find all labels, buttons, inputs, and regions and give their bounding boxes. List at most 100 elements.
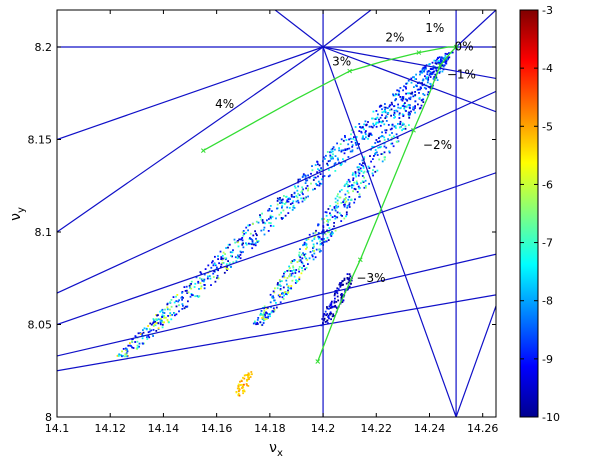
diffusion-cell <box>176 294 179 296</box>
diffusion-cell <box>311 254 314 256</box>
diffusion-cell <box>292 206 295 209</box>
diffusion-cell <box>411 93 414 95</box>
momentum-marker <box>437 63 443 68</box>
diffusion-cell <box>278 279 281 281</box>
diffusion-cell <box>334 162 337 164</box>
diffusion-cell <box>269 205 272 207</box>
diffusion-cell <box>141 334 144 336</box>
diffusion-cell <box>309 251 312 253</box>
diffusion-cell <box>147 334 150 337</box>
diffusion-cell <box>350 282 352 285</box>
diffusion-cell <box>254 321 256 324</box>
diffusion-cell <box>318 250 321 253</box>
diffusion-cell <box>389 128 392 131</box>
diffusion-cell <box>211 261 213 264</box>
diffusion-cell <box>282 275 285 277</box>
diffusion-cell <box>332 305 335 308</box>
diffusion-cell <box>301 189 304 192</box>
diffusion-cell <box>375 125 378 128</box>
diffusion-cell <box>362 167 365 169</box>
diffusion-cell <box>243 374 246 377</box>
diffusion-cell <box>395 127 397 129</box>
diffusion-cell <box>399 120 402 123</box>
diffusion-cell <box>250 371 253 373</box>
diffusion-cell <box>348 206 351 208</box>
diffusion-cell <box>303 241 306 244</box>
diffusion-cell <box>217 269 219 272</box>
diffusion-cell <box>198 288 200 290</box>
diffusion-cell <box>141 337 144 340</box>
diffusion-cell <box>425 87 427 90</box>
colorbar-tick-label: -6 <box>542 178 553 191</box>
diffusion-cell <box>381 135 384 138</box>
diffusion-cell <box>339 284 342 287</box>
momentum-marker <box>315 359 321 364</box>
diffusion-cell <box>269 315 271 318</box>
diffusion-cell <box>354 173 357 176</box>
diffusion-cell <box>345 211 348 214</box>
diffusion-cell <box>315 182 317 185</box>
resonance-line <box>322 46 496 113</box>
diffusion-cell <box>390 101 393 104</box>
diffusion-cell <box>272 296 275 299</box>
diffusion-cell <box>226 266 228 268</box>
diffusion-cell <box>358 193 361 196</box>
diffusion-cell <box>276 283 279 286</box>
diffusion-cell <box>323 313 326 316</box>
diffusion-cell <box>340 296 343 299</box>
diffusion-cell <box>190 283 192 285</box>
diffusion-cell <box>294 282 297 284</box>
diffusion-cell <box>319 182 321 185</box>
diffusion-cell <box>291 202 294 204</box>
momentum-label: 0% <box>455 40 474 54</box>
diffusion-cell <box>308 233 311 236</box>
diffusion-cell <box>404 125 407 128</box>
diffusion-cell <box>341 280 344 283</box>
diffusion-cell <box>137 332 140 335</box>
diffusion-cell <box>247 224 250 227</box>
diffusion-cell <box>413 86 415 88</box>
diffusion-cell <box>263 226 266 229</box>
diffusion-cell <box>301 257 304 260</box>
diffusion-cell <box>381 108 383 111</box>
diffusion-cell <box>292 266 295 269</box>
diffusion-cell <box>344 135 346 137</box>
diffusion-cell <box>354 126 357 128</box>
diffusion-cell <box>349 275 352 278</box>
diffusion-cell <box>238 388 241 390</box>
diffusion-cell <box>271 297 274 299</box>
diffusion-cell <box>136 346 139 349</box>
diffusion-cell <box>324 158 326 160</box>
diffusion-cell <box>304 242 307 245</box>
resonance-line <box>57 172 496 326</box>
colorbar-tick-label: -8 <box>542 295 553 308</box>
diffusion-cell <box>243 232 246 235</box>
diffusion-cell <box>329 159 331 162</box>
diffusion-cell <box>159 323 162 326</box>
diffusion-cell <box>334 155 337 157</box>
diffusion-cell <box>138 345 140 348</box>
diffusion-cell <box>381 120 384 123</box>
diffusion-cell <box>259 216 262 218</box>
diffusion-cell <box>299 178 301 181</box>
diffusion-cell <box>334 201 337 204</box>
diffusion-cell <box>281 280 283 282</box>
diffusion-cell <box>336 307 338 310</box>
diffusion-cell <box>340 149 343 152</box>
diffusion-cell <box>408 111 410 114</box>
diffusion-cell <box>383 139 386 141</box>
diffusion-cell <box>381 160 384 163</box>
diffusion-cell <box>357 174 360 177</box>
diffusion-cell <box>335 301 338 303</box>
diffusion-cell <box>272 225 275 227</box>
diffusion-cell <box>348 138 350 141</box>
diffusion-cell <box>408 106 411 109</box>
diffusion-cell <box>249 376 252 378</box>
diffusion-cell <box>360 182 362 184</box>
diffusion-cell <box>293 269 295 271</box>
diffusion-cell <box>159 320 162 323</box>
diffusion-cell <box>353 181 355 184</box>
diffusion-cell <box>332 315 335 317</box>
diffusion-cell <box>298 259 301 262</box>
diffusion-cell <box>259 312 262 315</box>
